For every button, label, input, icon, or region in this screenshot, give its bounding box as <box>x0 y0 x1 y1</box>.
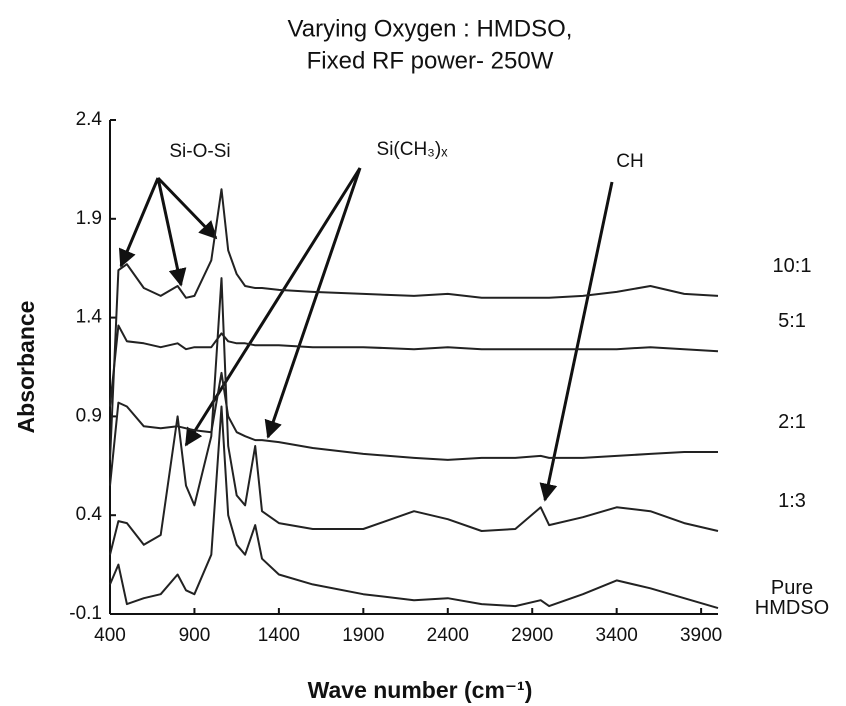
y-tick-label: -0.1 <box>69 603 102 624</box>
x-tick-label: 1400 <box>258 625 300 646</box>
series-line <box>109 405 719 610</box>
series-line <box>109 277 719 555</box>
arrow <box>118 177 160 268</box>
x-tick-label: 900 <box>179 625 211 646</box>
arrow <box>264 167 362 439</box>
series-line <box>109 371 718 486</box>
y-tick-label: 1.9 <box>76 208 102 229</box>
y-axis-title: Absorbance <box>13 301 39 434</box>
x-tick-label: 2900 <box>511 625 553 646</box>
x-tick-label: 1900 <box>342 625 384 646</box>
x-axis-title: Wave number (cm⁻¹) <box>308 677 533 703</box>
x-tick-label: 400 <box>94 625 126 646</box>
annotation-arrows <box>118 167 614 502</box>
chart-subtitle: Fixed RF power- 250W <box>307 47 554 74</box>
series-label: 5:1 <box>778 310 806 333</box>
arrow <box>156 177 187 287</box>
y-tick-label: 0.9 <box>76 405 102 426</box>
annotation: CH <box>616 151 643 172</box>
y-tick-label: 1.4 <box>76 307 103 328</box>
series-label: 10:1 <box>772 254 812 277</box>
y-tick-label: 2.4 <box>76 109 103 130</box>
series-line <box>109 188 719 460</box>
x-tick-label: 2400 <box>427 625 469 646</box>
series-line <box>109 324 719 407</box>
chart-title: Varying Oxygen : HMDSO, <box>288 15 573 42</box>
arrow <box>184 167 362 447</box>
arrow <box>539 181 614 502</box>
annotation: Si-O-Si <box>169 141 230 162</box>
x-tick-label: 3900 <box>680 625 722 646</box>
y-tick-label: 0.4 <box>76 504 103 525</box>
annotation: Si(CH₃)ₓ <box>377 139 449 160</box>
arrow <box>156 176 218 240</box>
series-label: 2:1 <box>778 410 806 433</box>
series-label: 1:3 <box>778 490 806 512</box>
series-label: Pure HMDSO <box>754 577 830 620</box>
x-tick-label: 3400 <box>596 625 638 646</box>
